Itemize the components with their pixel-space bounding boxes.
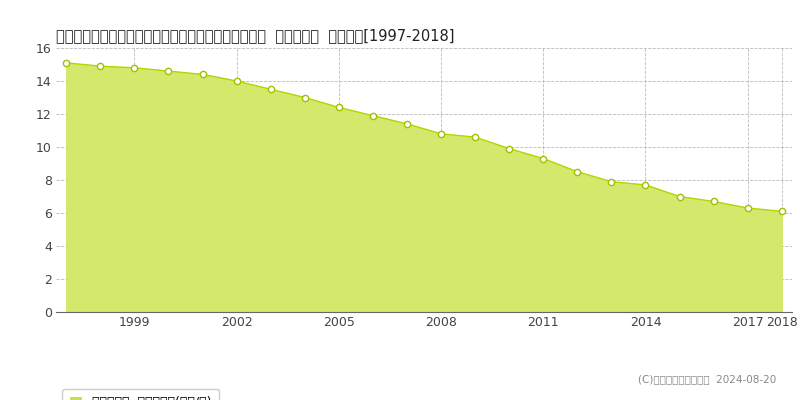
Legend: 基準地価格  平均坪単価(万円/坪): 基準地価格 平均坪単価(万円/坪) bbox=[62, 389, 219, 400]
Text: 和歌山県東牟婁郡太地町大字森浦字オソ作２５８番４  基準地価格  地価推移[1997-2018]: 和歌山県東牟婁郡太地町大字森浦字オソ作２５８番４ 基準地価格 地価推移[1997… bbox=[56, 28, 454, 43]
Text: (C)土地価格ドットコム  2024-08-20: (C)土地価格ドットコム 2024-08-20 bbox=[638, 374, 776, 384]
